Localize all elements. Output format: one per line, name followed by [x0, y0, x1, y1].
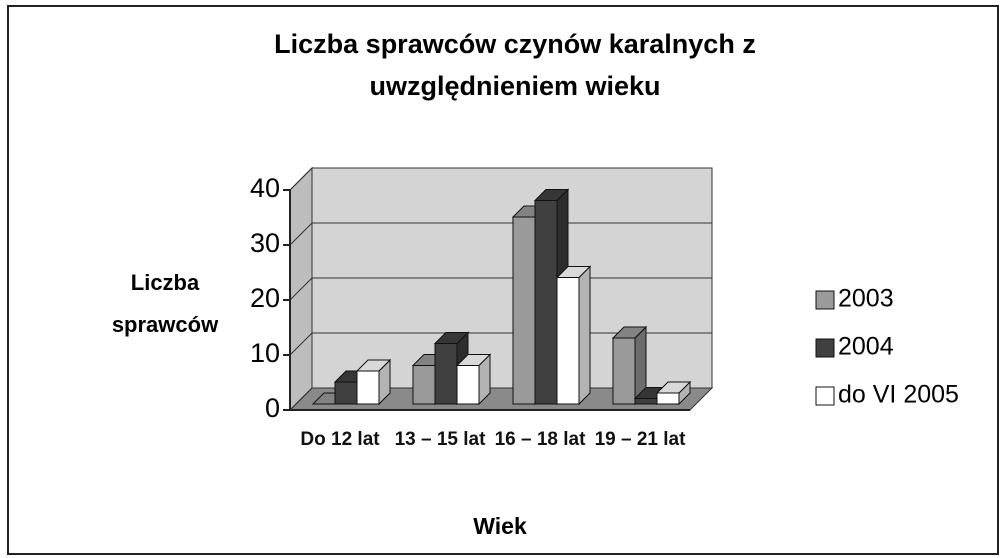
y-tick-label: 40: [250, 173, 280, 203]
y-tick-label: 0: [265, 393, 280, 423]
bar: [456, 365, 480, 405]
bar: [634, 398, 658, 405]
x-tick-label: 19 – 21 lat: [594, 429, 686, 450]
bar: [512, 216, 536, 405]
y-tick-label: 20: [250, 283, 280, 313]
bar-side: [578, 265, 591, 406]
bar: [556, 277, 580, 405]
bar: [434, 343, 458, 405]
chart-title: Liczba sprawców czynów karalnych z: [274, 29, 756, 59]
bar: [334, 381, 358, 405]
chart-title: uwzględnieniem wieku: [369, 71, 660, 101]
legend-label: 2003: [838, 285, 894, 313]
legend-label: 2004: [838, 333, 894, 361]
x-tick-label: 16 – 18 lat: [494, 429, 586, 450]
bar: [612, 337, 636, 405]
y-tick-label: 10: [250, 338, 280, 368]
bar: [356, 370, 380, 405]
bar: [534, 200, 558, 405]
legend-swatch: [815, 386, 835, 406]
grid-line: [289, 222, 712, 246]
x-axis-label: Wiek: [473, 513, 527, 539]
y-tick-label: 30: [250, 228, 280, 258]
grid-line: [289, 167, 712, 191]
x-tick-label: 13 – 15 lat: [394, 429, 486, 450]
legend-label: do VI 2005: [838, 381, 959, 409]
bar: [656, 392, 680, 405]
legend-swatch: [815, 290, 835, 310]
y-axis-label: sprawców: [112, 312, 219, 337]
x-tick-label: Do 12 lat: [300, 429, 380, 450]
bar: [412, 365, 436, 405]
y-axis-label: Liczba: [131, 270, 200, 295]
legend-swatch: [815, 338, 835, 358]
